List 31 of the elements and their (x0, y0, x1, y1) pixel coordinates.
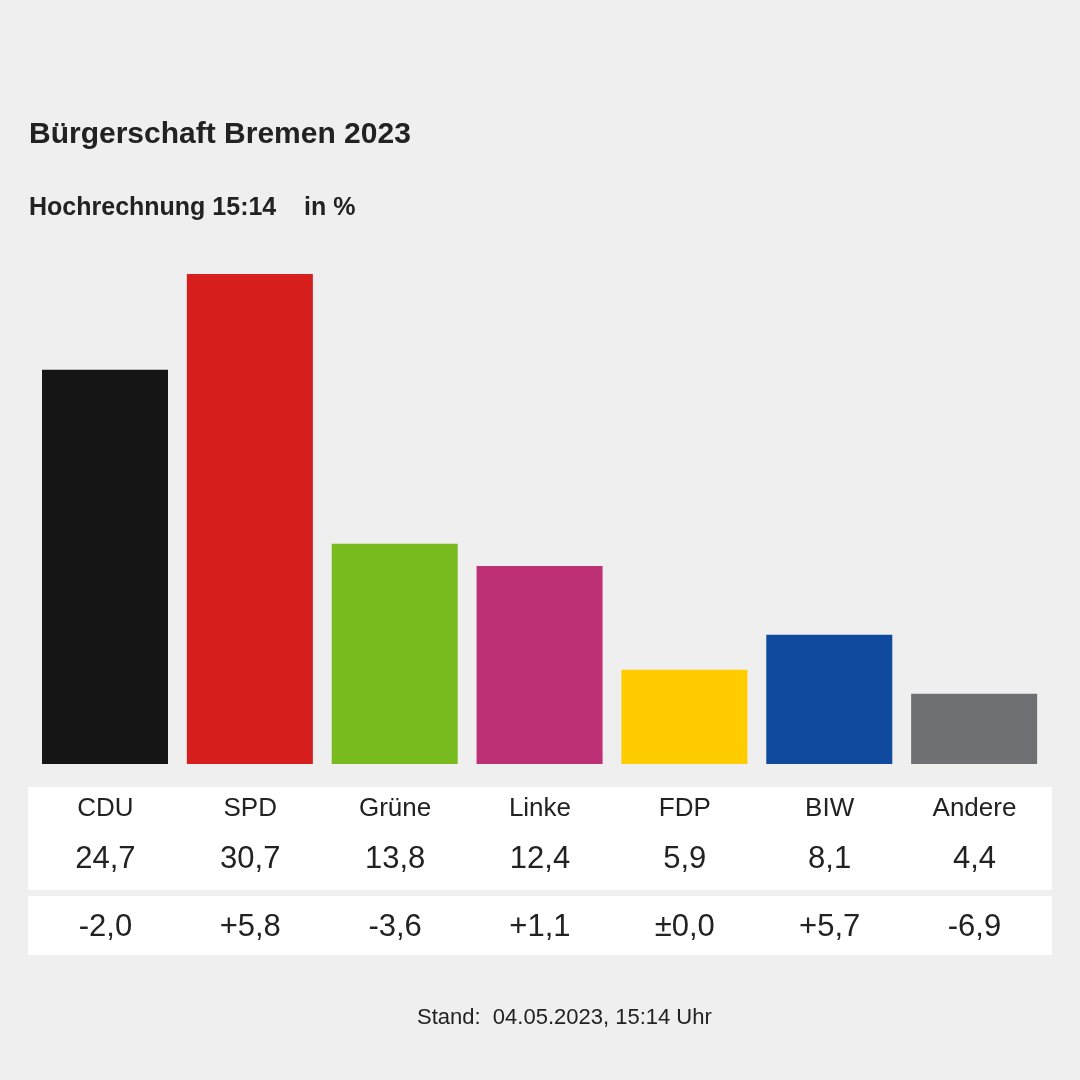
data-label: 8,1 (807, 840, 853, 876)
text: ±0,0 (653, 908, 716, 944)
chart-subtitle: Hochrechnung 15:14 in % (29, 192, 356, 221)
data-label: 13,8 (363, 840, 427, 876)
bar (42, 369, 168, 764)
x-tick-label: Andere (931, 792, 1018, 823)
x-tick-label: BIW (804, 792, 856, 823)
data-label: 5,9 (662, 840, 708, 876)
text: +5,8 (218, 908, 282, 944)
bar (186, 274, 313, 764)
text: -6,9 (946, 908, 1003, 944)
text: -3,6 (367, 908, 423, 944)
bar (911, 693, 1038, 764)
x-tick-label: Linke (507, 792, 573, 823)
data-label: 24,7 (74, 840, 137, 876)
x-tick-label: CDU (76, 792, 135, 823)
chart-title: Bürgerschaft Bremen 2023 (29, 116, 411, 150)
data-label: 12,4 (508, 840, 572, 876)
x-tick-label: Grüne (357, 792, 433, 823)
data-label: 30,7 (219, 840, 282, 876)
x-tick-label: FDP (657, 792, 712, 823)
text: Stand: 04.05.2023, 15:14 Uhr (417, 1004, 712, 1030)
x-tick-label: SPD (222, 792, 278, 823)
bar (621, 669, 748, 764)
bar (331, 543, 458, 764)
bar (766, 634, 893, 764)
text: +1,1 (508, 908, 572, 944)
text: +5,7 (798, 908, 862, 944)
data-label: 4,4 (951, 840, 998, 876)
bar (476, 566, 603, 764)
text: -2,0 (77, 908, 134, 944)
